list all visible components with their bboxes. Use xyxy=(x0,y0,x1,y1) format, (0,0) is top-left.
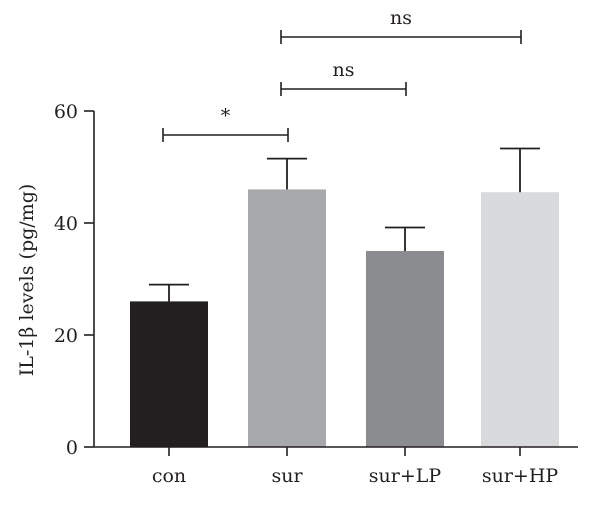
significance-label: * xyxy=(221,105,231,127)
bar-sur+HP xyxy=(481,192,559,447)
bars-group xyxy=(130,189,559,447)
significance-label: ns xyxy=(390,7,412,29)
y-axis-title: IL-1β levels (pg/mg) xyxy=(16,184,38,377)
bar-con xyxy=(130,301,208,447)
significance-group: * ns ns xyxy=(162,7,522,142)
y-tick-label: 20 xyxy=(54,325,78,347)
y-ticks-group: 0 20 40 60 xyxy=(54,101,94,459)
error-bars-group xyxy=(149,147,540,302)
bar-sur xyxy=(248,189,326,447)
y-tick-label: 60 xyxy=(54,101,78,123)
x-category-label: sur xyxy=(271,465,303,487)
x-labels-group: con sur sur+LP sur+HP xyxy=(152,447,559,487)
x-category-label: sur+HP xyxy=(482,465,559,487)
bar-sur+LP xyxy=(366,251,444,447)
y-tick-label: 0 xyxy=(66,437,78,459)
significance-label: ns xyxy=(333,59,355,81)
x-category-label: con xyxy=(152,465,186,487)
x-category-label: sur+LP xyxy=(369,465,442,487)
y-tick-label: 40 xyxy=(54,213,78,235)
y-axis xyxy=(93,111,578,448)
